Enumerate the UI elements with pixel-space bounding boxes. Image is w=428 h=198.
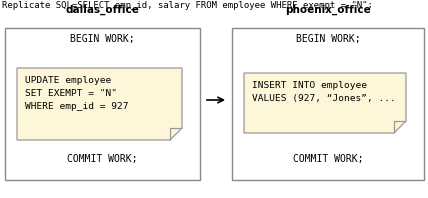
Text: WHERE emp_id = 927: WHERE emp_id = 927 [25, 102, 128, 111]
FancyBboxPatch shape [232, 28, 424, 180]
Polygon shape [244, 73, 406, 133]
Polygon shape [17, 68, 182, 140]
Text: COMMIT WORK;: COMMIT WORK; [293, 154, 363, 164]
FancyBboxPatch shape [5, 28, 200, 180]
Text: SET EXEMPT = "N": SET EXEMPT = "N" [25, 89, 117, 98]
Text: phoenix_office: phoenix_office [285, 5, 371, 15]
Text: dallas_office: dallas_office [65, 5, 140, 15]
Text: BEGIN WORK;: BEGIN WORK; [296, 34, 360, 44]
Text: VALUES (927, “Jones”, ...: VALUES (927, “Jones”, ... [252, 94, 396, 103]
Text: COMMIT WORK;: COMMIT WORK; [67, 154, 138, 164]
Text: UPDATE employee: UPDATE employee [25, 76, 111, 85]
Text: Replicate SQL=SELECT emp_id, salary FROM employee WHERE exempt = "N";: Replicate SQL=SELECT emp_id, salary FROM… [2, 1, 373, 10]
Text: INSERT INTO employee: INSERT INTO employee [252, 81, 367, 90]
Text: BEGIN WORK;: BEGIN WORK; [70, 34, 135, 44]
